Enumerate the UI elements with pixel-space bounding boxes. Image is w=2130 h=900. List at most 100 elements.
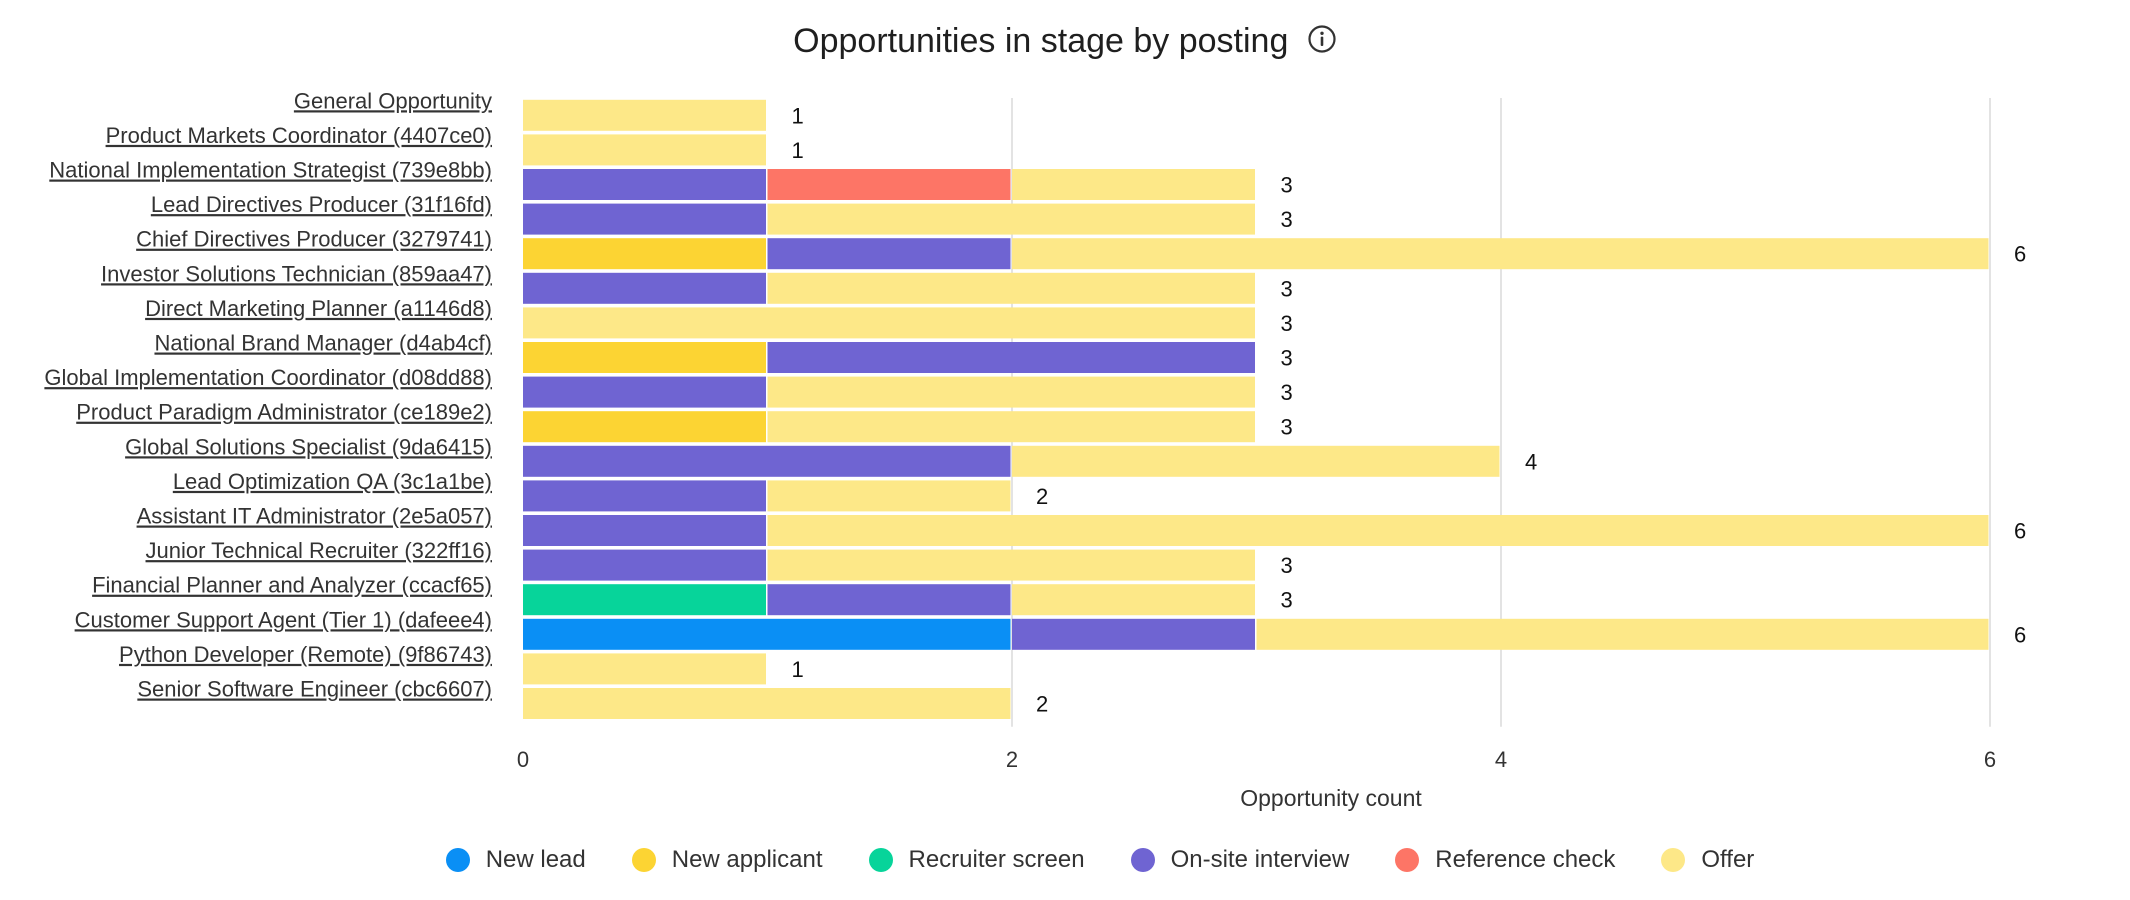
category-label[interactable]: Product Paradigm Administrator (ce189e2) xyxy=(76,400,492,425)
legend-item[interactable]: New lead xyxy=(445,846,586,874)
category-label[interactable]: Customer Support Agent (Tier 1) (dafeee4… xyxy=(75,607,492,632)
legend-label: New applicant xyxy=(671,846,823,873)
bar-total-label: 3 xyxy=(1281,207,1293,232)
bar-segment xyxy=(523,134,766,166)
category-label[interactable]: Product Markets Coordinator (4407ce0) xyxy=(106,123,492,148)
x-axis-title: Opportunity count xyxy=(1240,785,1422,811)
bar-total-label: 3 xyxy=(1281,553,1293,578)
bar-segment xyxy=(523,584,766,616)
total-labels: 1 1 3 3 6 3 3 3 3 3 4 2 6 3 3 6 1 2 xyxy=(792,103,2027,716)
bar-segment xyxy=(523,549,766,581)
bar-total-label: 6 xyxy=(2014,242,2026,267)
bar-segment xyxy=(523,272,766,304)
category-label[interactable]: National Implementation Strategist (739e… xyxy=(49,158,492,183)
legend-swatch xyxy=(445,848,470,872)
info-circle-icon[interactable] xyxy=(1307,24,1337,54)
category-label[interactable]: Lead Directives Producer (31f16fd) xyxy=(151,192,492,217)
bar-segment xyxy=(523,307,1255,339)
legend-swatch xyxy=(1395,848,1420,872)
category-label[interactable]: Direct Marketing Planner (a1146d8) xyxy=(145,296,492,321)
category-label[interactable]: General Opportunity xyxy=(294,88,492,113)
category-label[interactable]: Junior Technical Recruiter (322ff16) xyxy=(146,538,492,563)
bar-total-label: 3 xyxy=(1281,276,1293,301)
legend-swatch xyxy=(1661,848,1686,872)
bar-total-label: 1 xyxy=(792,657,804,682)
chart-header: Opportunities in stage by posting xyxy=(0,16,2130,66)
bar-segment xyxy=(767,169,1011,200)
bar-segment xyxy=(767,376,1255,408)
bar-segment xyxy=(767,272,1255,304)
x-axis-ticks: 0 2 4 6 xyxy=(517,747,1996,772)
bar-segment xyxy=(767,411,1255,443)
bar-total-label: 6 xyxy=(2014,519,2026,544)
category-labels: General Opportunity Product Markets Coord… xyxy=(44,88,492,701)
bar-total-label: 1 xyxy=(792,138,804,163)
legend-item[interactable]: Reference check xyxy=(1395,846,1615,874)
bar-segment xyxy=(1012,445,1500,477)
bar-segment xyxy=(523,480,766,512)
x-tick-label: 6 xyxy=(1984,747,1996,772)
bar-segment xyxy=(523,342,766,373)
category-label[interactable]: Python Developer (Remote) (9f86743) xyxy=(119,642,492,667)
bar-segment xyxy=(523,169,766,200)
x-tick-label: 0 xyxy=(517,747,529,772)
bar-total-label: 3 xyxy=(1281,588,1293,613)
bar-segment xyxy=(523,445,1011,477)
bar-segment xyxy=(523,99,766,131)
bar-segment xyxy=(767,480,1011,512)
legend-item[interactable]: Offer xyxy=(1661,846,1754,874)
bar-segment xyxy=(767,203,1255,235)
bar-segment xyxy=(1012,238,1989,270)
category-label[interactable]: Lead Optimization QA (3c1a1be) xyxy=(173,469,492,494)
category-label[interactable]: Global Solutions Specialist (9da6415) xyxy=(125,434,492,459)
bar-total-label: 3 xyxy=(1281,311,1293,336)
legend-item[interactable]: On-site interview xyxy=(1130,846,1350,874)
bar-segment xyxy=(767,515,1989,546)
x-tick-label: 4 xyxy=(1495,747,1507,772)
bar-segment xyxy=(523,203,766,235)
bar-segment xyxy=(767,238,1011,270)
legend-swatch xyxy=(868,848,893,872)
bar-segment xyxy=(1012,584,1255,616)
category-label[interactable]: Financial Planner and Analyzer (ccacf65) xyxy=(92,573,492,598)
bar-segment xyxy=(767,549,1255,581)
legend: New lead New applicant Recruiter screen On-… xyxy=(0,840,2130,880)
bar-total-label: 2 xyxy=(1036,484,1048,509)
legend-label: Recruiter screen xyxy=(908,846,1085,873)
legend-item[interactable]: Recruiter screen xyxy=(868,846,1085,874)
bar-segment xyxy=(767,342,1255,373)
bar-total-label: 3 xyxy=(1281,415,1293,440)
legend-swatch xyxy=(1130,848,1155,872)
legend-label: New lead xyxy=(485,846,586,873)
bar-total-label: 6 xyxy=(2014,622,2026,647)
bars xyxy=(523,99,1989,719)
bar-segment xyxy=(523,618,1011,650)
legend-label: On-site interview xyxy=(1170,846,1350,873)
bar-segment xyxy=(523,653,766,685)
bar-total-label: 3 xyxy=(1281,346,1293,371)
legend-swatch xyxy=(631,848,656,872)
category-label[interactable]: Investor Solutions Technician (859aa47) xyxy=(101,261,492,286)
category-label[interactable]: Senior Software Engineer (cbc6607) xyxy=(137,677,492,702)
legend-item[interactable]: New applicant xyxy=(631,846,823,874)
bar-segment xyxy=(523,238,766,270)
bar-total-label: 3 xyxy=(1281,173,1293,198)
bar-total-label: 1 xyxy=(792,103,804,128)
category-label[interactable]: Chief Directives Producer (3279741) xyxy=(136,227,492,252)
bar-segment xyxy=(523,515,766,546)
bar-segment xyxy=(523,376,766,408)
bar-total-label: 2 xyxy=(1036,692,1048,717)
bar-segment xyxy=(1012,169,1255,200)
legend-label: Reference check xyxy=(1435,846,1616,873)
bar-segment xyxy=(1012,618,1255,650)
bar-total-label: 3 xyxy=(1281,380,1293,405)
category-label[interactable]: Assistant IT Administrator (2e5a057) xyxy=(137,504,492,529)
category-label[interactable]: Global Implementation Coordinator (d08dd… xyxy=(44,365,492,390)
category-label[interactable]: National Brand Manager (d4ab4cf) xyxy=(154,331,492,356)
chart-title: Opportunities in stage by posting xyxy=(793,22,1289,60)
bar-segment xyxy=(523,688,1011,719)
bar-total-label: 4 xyxy=(1525,449,1537,474)
bar-segment xyxy=(1256,618,1989,650)
legend-label: Offer xyxy=(1701,846,1755,873)
